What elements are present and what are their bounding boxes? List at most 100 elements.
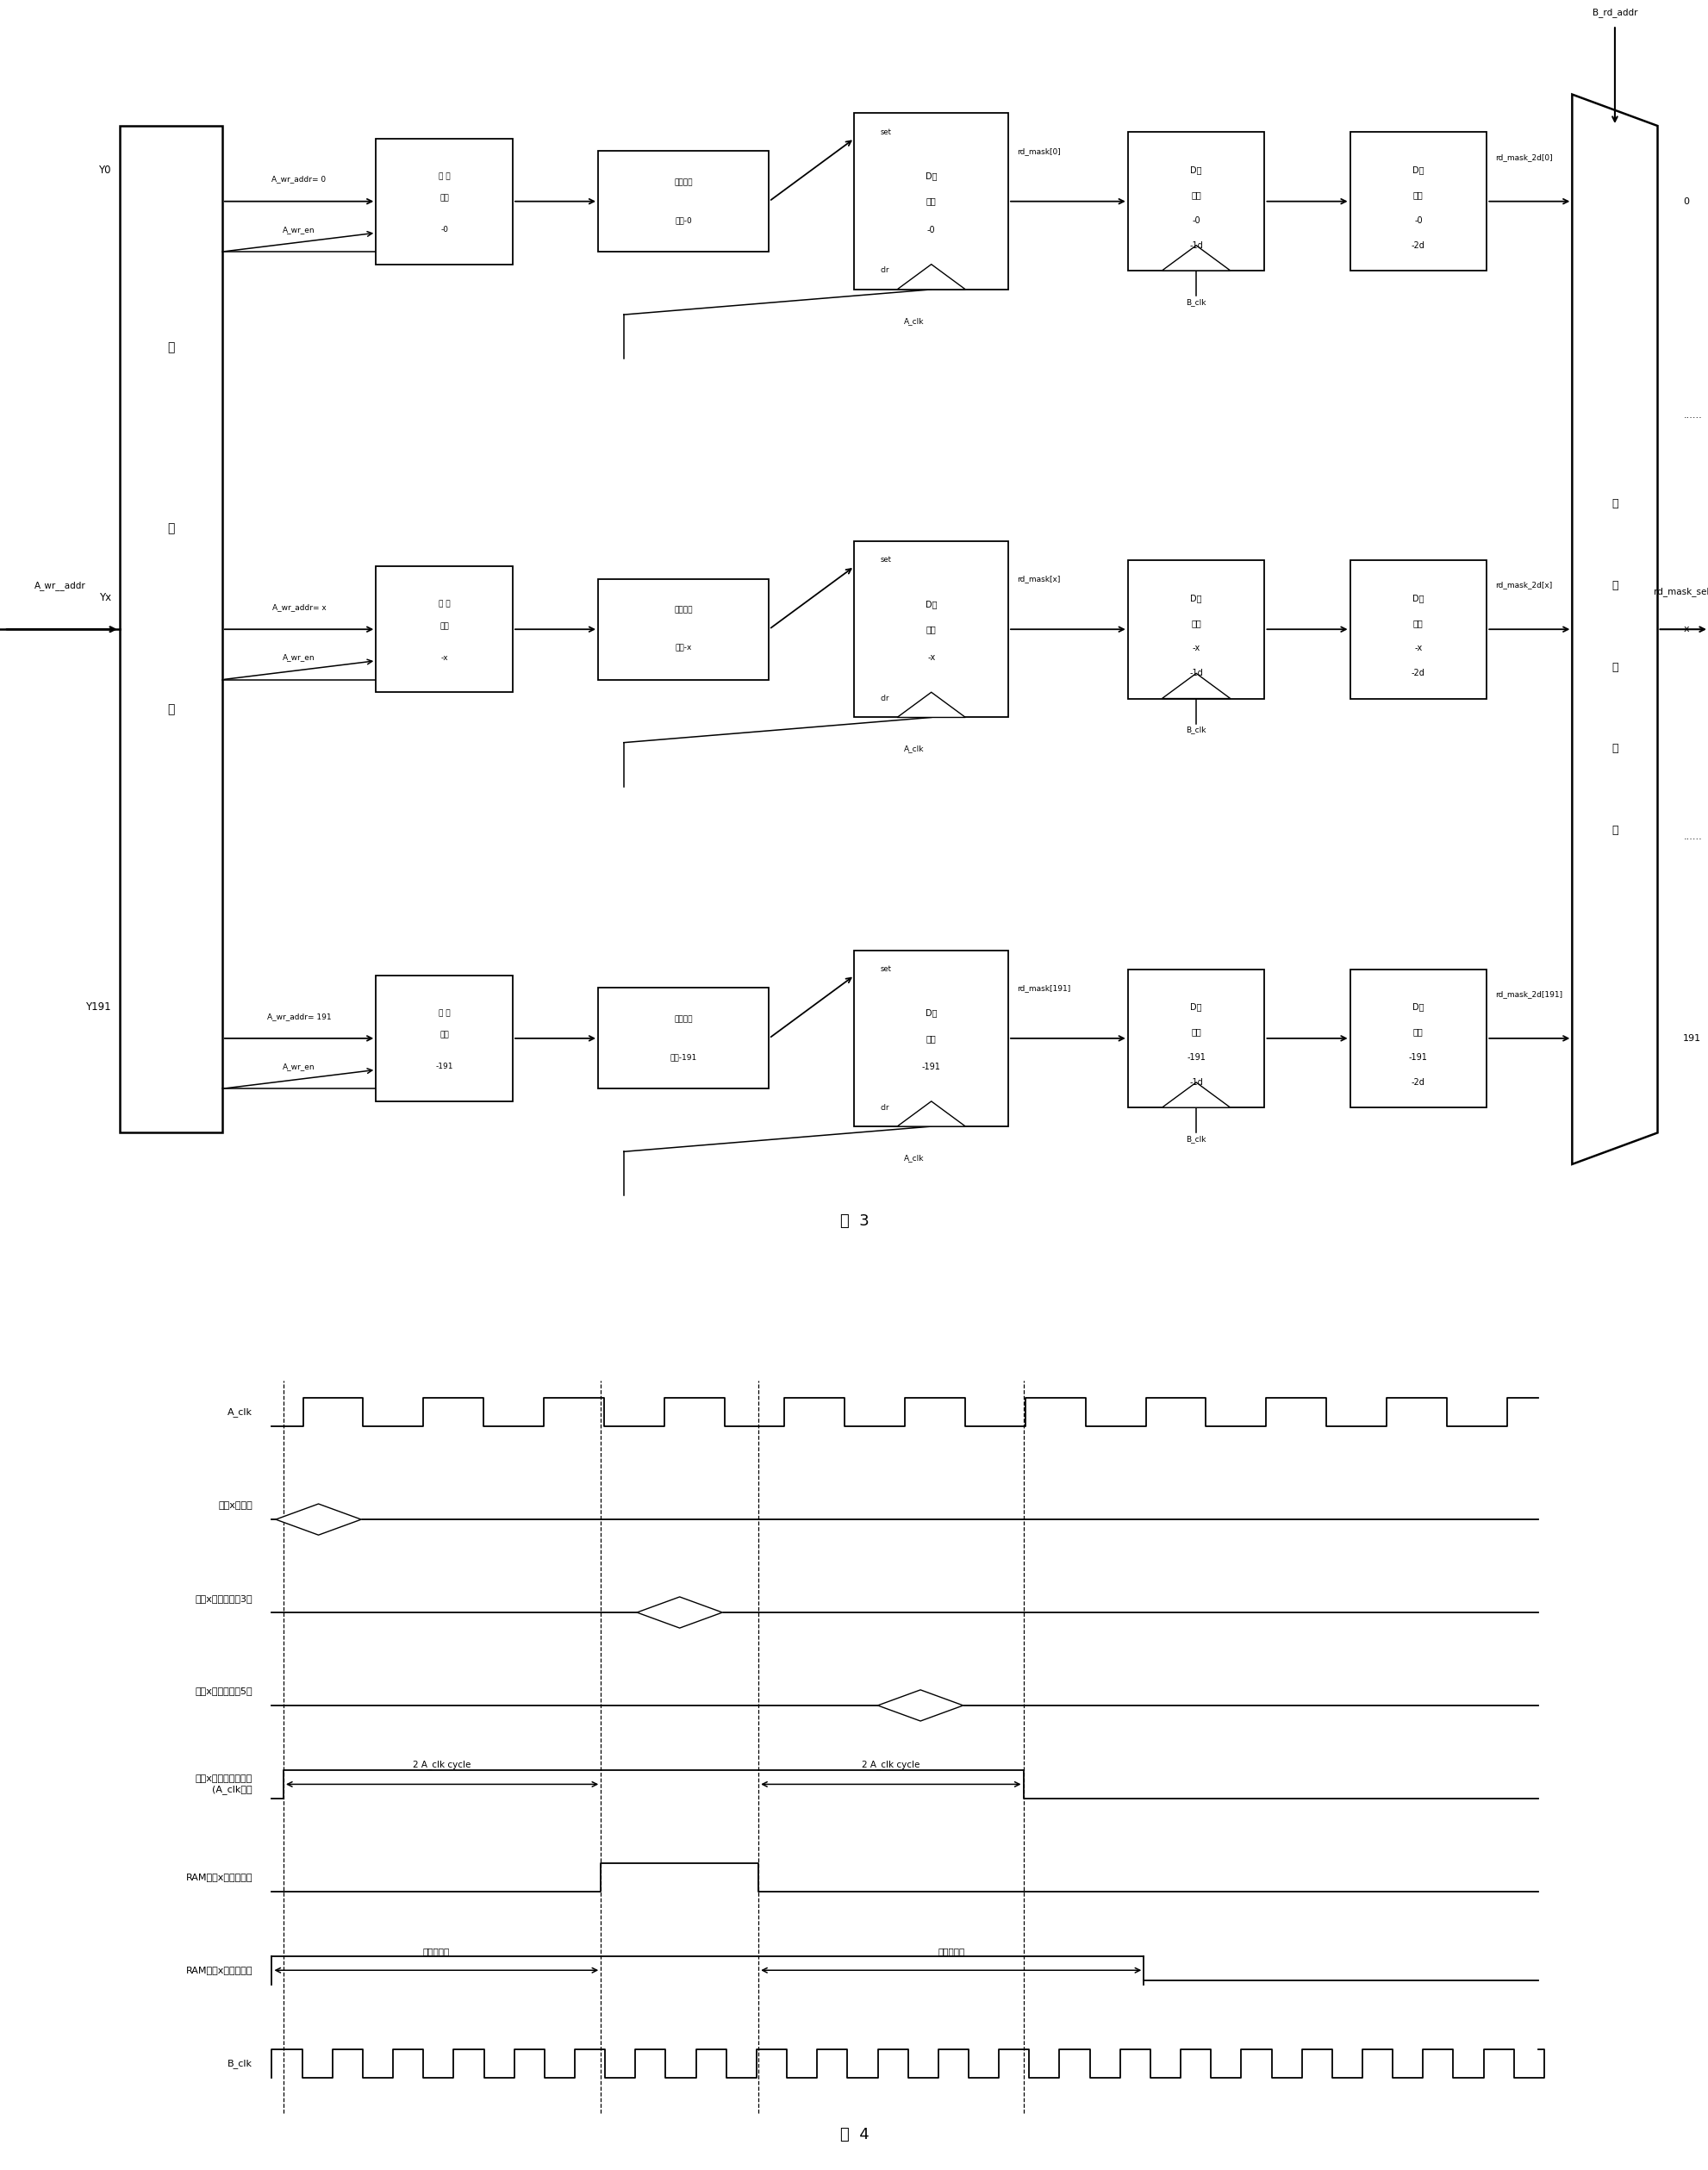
Text: D触: D触 [1413,165,1423,174]
Text: 发器: 发器 [1190,1029,1201,1037]
Text: 电路-0: 电路-0 [675,217,692,224]
Text: 器: 器 [167,703,174,716]
Text: 码: 码 [167,523,174,534]
Polygon shape [897,692,965,718]
Text: -0: -0 [927,226,934,234]
Text: -x: -x [927,653,934,662]
Polygon shape [1161,673,1230,699]
Bar [376,977,512,1102]
Text: 前保护间隙: 前保护间隙 [422,1946,449,1955]
Text: 多: 多 [1611,497,1617,510]
Text: 电路-x: 电路-x [675,644,692,651]
Polygon shape [878,1690,963,1721]
Text: A_wr_en: A_wr_en [284,653,314,662]
Text: 发器: 发器 [926,1035,936,1042]
Text: B_rd_addr: B_rd_addr [1592,9,1636,17]
Text: x: x [1682,625,1688,634]
Text: B_clk: B_clk [1185,1135,1206,1144]
Text: 第一延迟: 第一延迟 [675,178,692,187]
Text: 与门: 与门 [439,623,449,629]
Text: 第一延迟: 第一延迟 [675,1016,692,1024]
Text: 发器: 发器 [926,197,936,206]
Text: 后保护间隙: 后保护间隙 [938,1946,963,1955]
Text: -1d: -1d [1189,1078,1202,1087]
Text: A_clk: A_clk [227,1408,253,1417]
Text: rd_mask_2d[0]: rd_mask_2d[0] [1494,154,1553,161]
Polygon shape [1571,95,1657,1165]
Bar [1349,970,1486,1107]
Text: -1d: -1d [1189,668,1202,677]
Text: 图  3: 图 3 [839,1213,869,1228]
Bar [598,579,769,679]
Polygon shape [637,1597,722,1628]
Text: -1d: -1d [1189,241,1202,250]
Text: 0: 0 [1682,197,1689,206]
Text: D触: D触 [1190,1003,1201,1011]
Text: -x: -x [1192,644,1199,653]
Text: 地址x写信号: 地址x写信号 [219,1502,253,1510]
Text: A_wr_en: A_wr_en [284,1063,314,1070]
Text: B_clk: B_clk [1185,727,1206,733]
Text: D触: D触 [1190,595,1201,601]
Text: A_wr_addr= 191: A_wr_addr= 191 [266,1013,331,1020]
Text: 地址x读使能屏蔽信号
(A_clk域）: 地址x读使能屏蔽信号 (A_clk域） [195,1775,253,1795]
Text: -0: -0 [1192,217,1199,224]
Bar [854,113,1008,289]
Text: rd_mask_2d[x]: rd_mask_2d[x] [1494,582,1551,588]
Text: 择: 择 [1611,744,1617,755]
Text: -191: -191 [1185,1052,1206,1061]
Text: A_wr__addr: A_wr__addr [34,582,85,590]
Bar [376,139,512,265]
Text: -x: -x [441,653,447,662]
Text: set: set [880,128,890,137]
Text: RAM地址x读使能信号: RAM地址x读使能信号 [186,1966,253,1975]
Text: 第 一: 第 一 [439,1009,449,1018]
Text: rd_mask_2d[191]: rd_mask_2d[191] [1494,990,1561,998]
Text: A_clk: A_clk [904,317,924,326]
Bar [598,987,769,1089]
Text: D触: D触 [926,1009,936,1018]
Bar [376,566,512,692]
Text: 器: 器 [1611,825,1617,835]
Polygon shape [275,1504,360,1534]
Text: 2 A_clk cycle: 2 A_clk cycle [861,1760,919,1769]
Text: set: set [880,556,890,564]
Text: A_wr_en: A_wr_en [284,226,314,234]
Text: 发器: 发器 [1413,618,1423,627]
Text: A_clk: A_clk [904,744,924,753]
Text: 发器: 发器 [926,625,936,634]
Text: rd_mask[191]: rd_mask[191] [1016,985,1069,992]
Text: 电路-191: 电路-191 [670,1052,697,1061]
Bar [1127,132,1264,271]
Text: -2d: -2d [1411,668,1424,677]
Text: 发器: 发器 [1413,191,1423,200]
Text: B_clk: B_clk [1185,297,1206,306]
Text: clr: clr [880,267,888,273]
Text: rd_mask[x]: rd_mask[x] [1016,575,1059,584]
Text: D触: D触 [1190,165,1201,174]
Text: ......: ...... [1682,833,1701,842]
Bar [854,540,1008,718]
Text: A_wr_addr= 0: A_wr_addr= 0 [272,176,326,182]
Text: set: set [880,966,890,972]
Bar [1349,560,1486,699]
Text: rd_mask[0]: rd_mask[0] [1016,148,1061,154]
Text: -2d: -2d [1411,241,1424,250]
Text: -2d: -2d [1411,1078,1424,1087]
Polygon shape [1161,1083,1230,1107]
Text: B_clk: B_clk [227,2059,253,2068]
Text: 第 一: 第 一 [439,601,449,608]
Text: Yx: Yx [99,592,111,603]
Text: clr: clr [880,1105,888,1111]
Polygon shape [897,1102,965,1126]
Text: A_clk: A_clk [904,1154,924,1161]
Text: -191: -191 [436,1063,453,1070]
Text: -x: -x [1414,644,1421,653]
Text: D触: D触 [926,599,936,608]
Bar [120,126,222,1133]
Text: -0: -0 [1414,217,1421,224]
Bar [1127,560,1264,699]
Text: D触: D触 [1413,595,1423,601]
Polygon shape [1161,245,1230,271]
Text: ......: ...... [1682,410,1701,419]
